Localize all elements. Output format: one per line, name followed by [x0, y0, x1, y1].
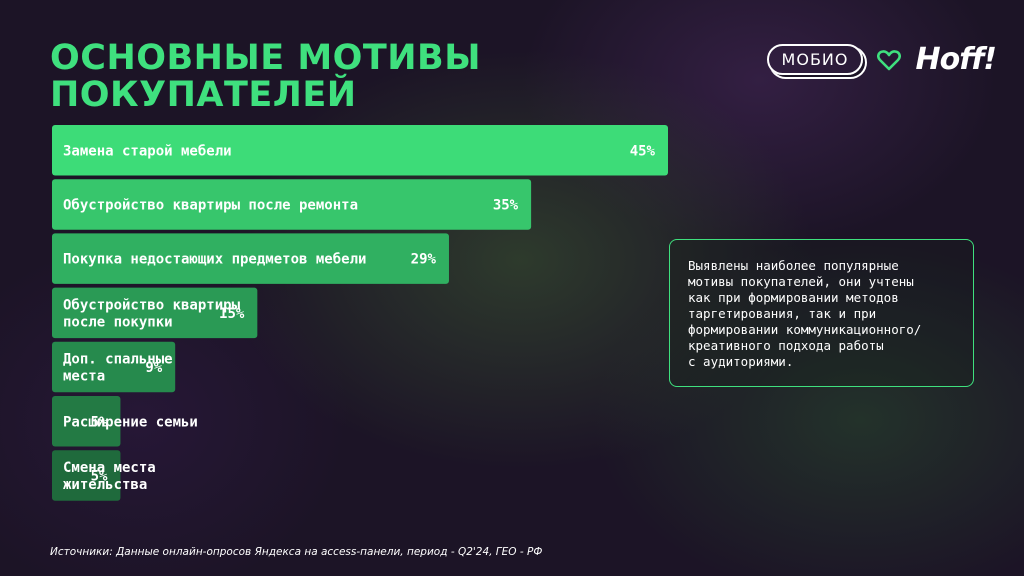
bar-value-label: 29% [411, 252, 437, 268]
bar [52, 125, 668, 176]
bar-value-label: 35% [493, 197, 519, 213]
heart-icon [877, 49, 902, 70]
bar [52, 396, 121, 447]
bar-category-label: Смена места [63, 460, 156, 476]
bar-category-label: жительства [63, 477, 147, 493]
bar [52, 341, 176, 393]
bar-category-label: Замена старой мебели [63, 143, 232, 159]
bar [52, 179, 532, 230]
bar-category-label: Расширение семьи [63, 414, 198, 430]
source-note: Источники: Данные онлайн-опросов Яндекса… [50, 546, 543, 558]
bar-category-label: Доп. спальные [63, 352, 173, 368]
bar-value-label: 9% [145, 360, 162, 376]
page-title: ОСНОВНЫЕ МОТИВЫ ПОКУПАТЕЛЕЙ [50, 40, 481, 114]
info-note: Выявлены наиболее популярные мотивы поку… [669, 239, 974, 387]
partner-logos: МОБИО Hoff! [766, 42, 997, 77]
bar-value-label: 5% [91, 468, 108, 484]
bar [52, 450, 121, 501]
title-line-1: ОСНОВНЫЕ МОТИВЫ [50, 38, 482, 78]
hoff-logo: Hoff! [915, 42, 997, 77]
bar-category-label: места [63, 369, 105, 385]
bar-value-label: 45% [630, 143, 656, 159]
bars-group: Замена старой мебели 45% Обустройство квар… [52, 125, 668, 501]
bar [52, 287, 258, 339]
mobio-logo: МОБИО [766, 44, 864, 75]
bar [52, 233, 449, 284]
bar-value-label: 15% [219, 306, 245, 322]
bar-category-label: после покупки [63, 314, 173, 330]
bar-value-label: 5% [91, 414, 108, 430]
title-line-2: ПОКУПАТЕЛЕЙ [50, 75, 357, 115]
bar-category-label: Обустройство квартиры после ремонта [63, 197, 358, 213]
bar-category-label: Обустройство квартиры [63, 297, 241, 313]
bar-category-label: Покупка недостающих предметов мебели [63, 252, 366, 268]
